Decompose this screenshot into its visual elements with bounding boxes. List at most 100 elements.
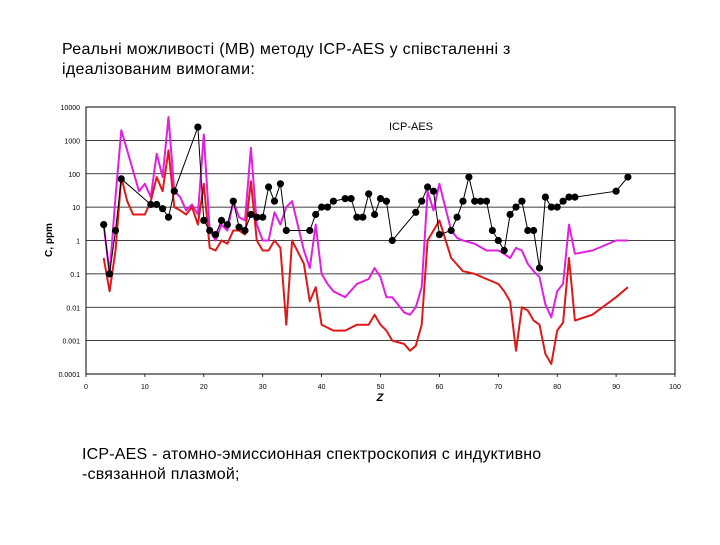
data-point	[259, 213, 267, 221]
data-point	[318, 203, 326, 211]
slide-title-line-1: Реальні можливості (МВ) методу ICP-AES у…	[62, 41, 511, 58]
chart-title: ICP-AES	[389, 121, 433, 133]
x-tick-label: 100	[669, 384, 681, 391]
data-point	[612, 187, 620, 195]
data-point	[565, 193, 573, 201]
data-point	[106, 270, 114, 278]
data-point	[535, 264, 544, 272]
data-point	[418, 197, 426, 205]
slide-title-line-2: ідеалізованим вимогами:	[62, 61, 256, 78]
series-line-magenta	[102, 116, 628, 319]
data-point	[359, 213, 367, 221]
data-point	[412, 208, 420, 216]
x-tick-label: 90	[612, 384, 620, 391]
y-tick-label: 0.0001	[59, 372, 81, 379]
data-point	[524, 226, 532, 235]
data-point	[247, 210, 255, 219]
data-point	[229, 197, 237, 205]
y-tick-label: 100	[68, 172, 80, 179]
y-axis-label: C, ppm	[44, 223, 55, 257]
caption-line-1: ICP-AES - атомно-эмиссионная спектроскоп…	[82, 446, 542, 463]
data-point	[206, 226, 214, 235]
data-point	[465, 173, 473, 181]
data-point	[276, 180, 284, 188]
caption: ICP-AES - атомно-эмиссионная спектроскоп…	[82, 445, 682, 485]
data-point	[223, 221, 231, 229]
data-point	[512, 203, 520, 211]
data-point	[388, 236, 396, 245]
data-point	[153, 200, 161, 209]
data-point	[624, 173, 632, 181]
data-point	[429, 187, 438, 195]
x-tick-label: 30	[259, 384, 267, 391]
data-point	[371, 210, 379, 219]
data-point	[241, 226, 249, 235]
x-tick-label: 20	[200, 384, 208, 391]
data-point	[547, 203, 555, 211]
data-point	[500, 246, 508, 255]
data-point	[518, 197, 526, 205]
data-point	[488, 226, 496, 235]
x-tick-label: 70	[494, 384, 502, 391]
data-point	[111, 226, 120, 235]
data-point	[100, 221, 108, 229]
data-point	[553, 203, 561, 211]
y-tick-label: 10	[72, 205, 80, 212]
data-point	[312, 210, 320, 219]
data-point	[571, 193, 579, 201]
y-tick-label: 1	[76, 239, 80, 246]
x-tick-label: 60	[436, 384, 444, 391]
data-point	[530, 226, 538, 235]
data-point	[447, 226, 455, 235]
data-point	[164, 213, 173, 221]
data-point	[341, 195, 349, 203]
y-tick-label: 0.001	[62, 339, 80, 346]
data-point	[235, 223, 243, 231]
data-point	[217, 216, 226, 224]
data-point	[494, 236, 502, 245]
data-point	[265, 183, 273, 191]
data-point	[541, 193, 550, 201]
data-point	[506, 210, 514, 219]
x-tick-label: 40	[318, 384, 326, 391]
x-axis-label: Z	[376, 392, 385, 404]
y-tick-label: 1000	[64, 138, 80, 145]
data-point	[306, 226, 314, 235]
grid-lines	[86, 139, 675, 342]
data-point	[323, 203, 332, 211]
y-tick-label: 0.01	[66, 305, 80, 312]
data-point	[117, 175, 125, 183]
x-tick-label: 50	[377, 384, 385, 391]
data-point	[435, 231, 443, 239]
data-point	[376, 195, 385, 203]
data-point	[482, 197, 491, 205]
data-point	[270, 197, 279, 205]
data-point	[329, 197, 337, 205]
data-point	[170, 187, 178, 195]
data-point	[347, 195, 355, 203]
y-tick-labels: 0.0001 0.001 0.01 0.1 1 10 100 1000 10000	[59, 105, 81, 379]
data-point	[459, 197, 467, 205]
series-group	[100, 116, 632, 365]
data-point	[194, 123, 202, 131]
x-tick-label: 80	[553, 384, 561, 391]
data-point	[159, 205, 167, 213]
data-point	[353, 213, 361, 221]
x-tick-label: 0	[84, 384, 88, 391]
data-point	[471, 197, 479, 205]
data-point	[382, 197, 390, 205]
data-point	[282, 226, 290, 235]
x-tick-label: 10	[141, 384, 149, 391]
data-point	[253, 213, 261, 221]
data-point	[453, 213, 461, 221]
data-point	[424, 183, 432, 191]
series-line-red	[102, 149, 629, 365]
y-tick-label: 10000	[61, 105, 81, 112]
data-point	[212, 231, 220, 239]
caption-line-2: -связанной плазмой;	[82, 466, 240, 483]
data-point	[200, 216, 208, 224]
data-point	[147, 200, 155, 209]
y-tick-label: 0.1	[70, 272, 80, 279]
